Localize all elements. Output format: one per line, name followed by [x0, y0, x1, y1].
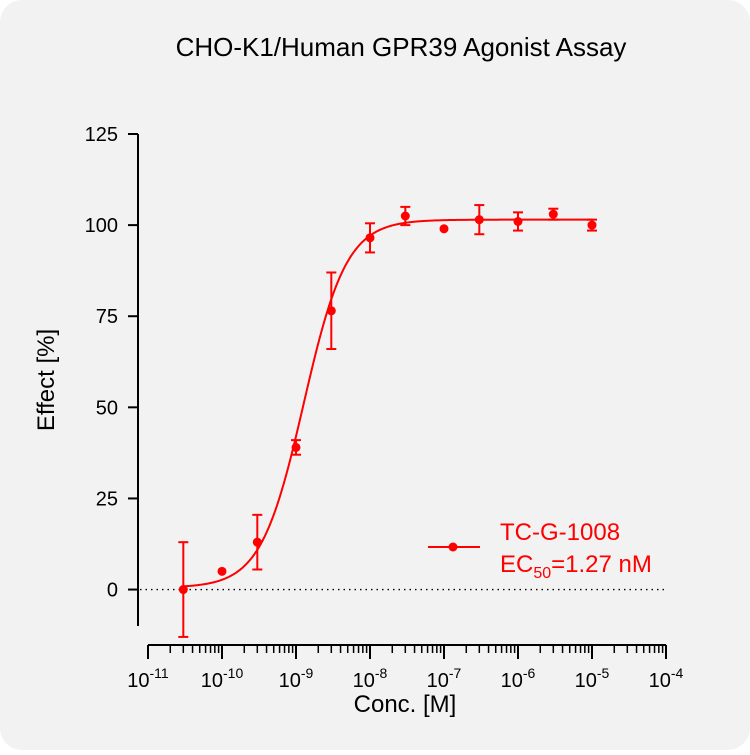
legend-ec50-prefix: EC — [500, 551, 533, 578]
x-tick-label-exponent: -5 — [597, 665, 610, 681]
x-tick-label-base: 10 — [575, 670, 597, 692]
data-point — [365, 233, 375, 243]
x-tick-label: 10-10 — [201, 665, 244, 692]
x-tick-label-exponent: -6 — [523, 665, 536, 681]
x-tick-label: 10-11 — [127, 665, 169, 692]
x-tick-label: 10-9 — [279, 665, 314, 692]
x-tick-label-base: 10 — [353, 670, 375, 692]
x-tick-label-exponent: -10 — [223, 665, 243, 681]
x-tick-label-exponent: -4 — [671, 665, 684, 681]
data-point — [439, 224, 449, 234]
x-tick-label-base: 10 — [427, 670, 449, 692]
x-tick-label: 10-6 — [501, 665, 536, 692]
y-tick-label: 25 — [96, 488, 118, 510]
legend-ec50: EC50=1.27 nM — [500, 551, 652, 582]
x-tick-label-exponent: -8 — [375, 665, 388, 681]
x-tick-label-base: 10 — [279, 670, 301, 692]
x-tick-label: 10-7 — [427, 665, 462, 692]
x-tick-label: 10-4 — [649, 665, 684, 692]
y-tick-label: 100 — [85, 215, 118, 237]
x-tick-label-exponent: -11 — [150, 665, 169, 681]
data-point — [217, 566, 227, 576]
data-point — [400, 211, 410, 221]
legend-ec50-value: =1.27 nM — [551, 551, 652, 578]
data-point — [513, 216, 523, 226]
data-points-layer — [178, 204, 597, 638]
data-point — [587, 220, 597, 230]
x-tick-label: 10-8 — [353, 665, 388, 692]
legend-series-name: TC-G-1008 — [500, 519, 620, 546]
fit-curve-layer — [183, 218, 593, 588]
legend: TC-G-1008 EC50=1.27 nM — [428, 519, 652, 582]
x-tick-label-base: 10 — [201, 670, 223, 692]
y-tick-label: 75 — [96, 306, 118, 328]
fit-curve-TC-G-1008 — [183, 218, 593, 588]
chart-title: CHO-K1/Human GPR39 Agonist Assay — [176, 32, 627, 62]
data-point — [252, 537, 262, 547]
y-axis-label: Effect [%] — [33, 329, 60, 431]
x-tick-label: 10-5 — [575, 665, 610, 692]
y-tick-label: 50 — [96, 397, 118, 419]
data-point — [291, 442, 301, 452]
x-tick-label-base: 10 — [649, 670, 671, 692]
data-point — [474, 215, 484, 225]
x-tick-label-base: 10 — [127, 670, 149, 692]
data-point — [548, 209, 558, 219]
x-axis-label: Conc. [M] — [354, 691, 457, 718]
y-tick-label: 0 — [107, 580, 118, 602]
x-tick-label-base: 10 — [501, 670, 523, 692]
data-point — [178, 585, 188, 595]
legend-ec50-subscript: 50 — [533, 565, 551, 582]
x-tick-label-exponent: -7 — [449, 665, 462, 681]
x-tick-label-exponent: -9 — [301, 665, 314, 681]
y-tick-label: 125 — [85, 124, 118, 146]
legend-marker — [448, 542, 458, 552]
data-point — [326, 306, 336, 316]
